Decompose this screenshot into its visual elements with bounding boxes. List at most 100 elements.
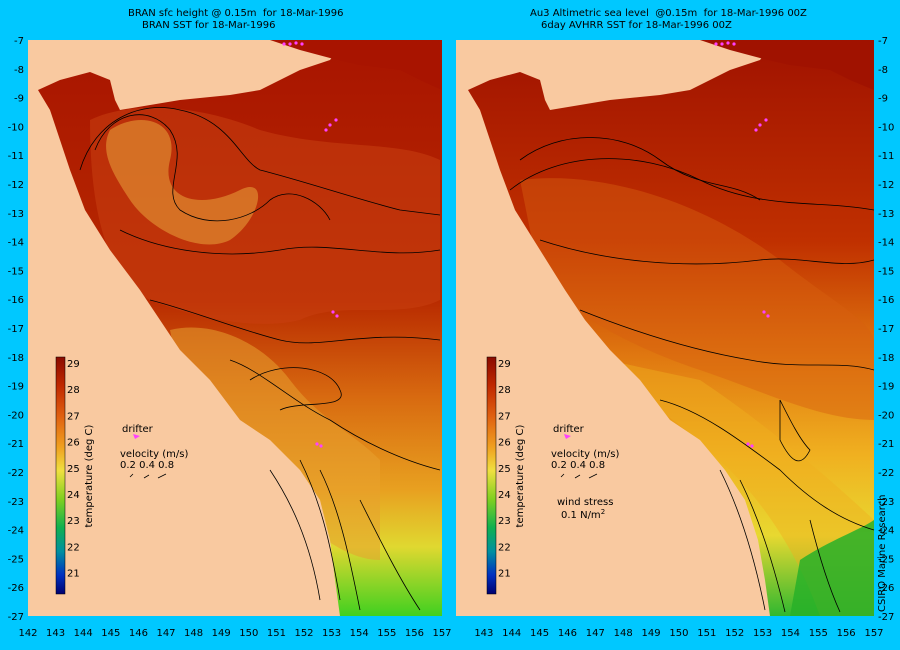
x-tick-label-right: 153 (753, 628, 772, 639)
colorbar-tick-label: 23 (498, 516, 511, 527)
y-tick-label-right: -20 (878, 410, 894, 421)
x-tick-label-right: 146 (558, 628, 577, 639)
x-tick-label: 142 (18, 628, 37, 639)
x-tick-label-right: 156 (837, 628, 856, 639)
y-tick-label: -14 (8, 238, 24, 249)
right-title-line2: 6day AVHRR SST for 18-Mar-1996 00Z (541, 20, 732, 31)
right-map-panel (456, 40, 875, 616)
y-tick-label: -21 (8, 439, 24, 450)
colorbar-tick-label: 25 (67, 464, 80, 475)
y-tick-label-right: -23 (878, 497, 894, 508)
colorbar-tick-label: 28 (67, 385, 80, 396)
y-tick-label: -24 (8, 526, 24, 537)
right-drifter-icon (564, 434, 571, 439)
x-tick-label-right: 143 (474, 628, 493, 639)
colorbar-tick-label: 21 (67, 569, 80, 580)
y-tick-label-right: -14 (878, 238, 894, 249)
colorbar-tick-label: 28 (498, 385, 511, 396)
right-colorbar: 29 28 27 26 25 24 23 22 21 temperature (deg C) (486, 356, 526, 595)
colorbar-tick-label: 26 (498, 438, 511, 449)
y-tick-label-right: -18 (878, 353, 894, 364)
right-title-line1: Au3 Altimetric sea level @0.15m for 18-M… (530, 8, 807, 19)
colorbar-tick-label: 27 (67, 411, 80, 422)
x-tick-label: 143 (46, 628, 65, 639)
x-tick-label-right: 155 (809, 628, 828, 639)
x-tick-label: 150 (239, 628, 258, 639)
y-tick-label-right: -12 (878, 180, 894, 191)
wind-stress-value: 0.1 N/m2 (561, 508, 605, 521)
x-tick-label-right: 150 (669, 628, 688, 639)
right-colorbar-scale (486, 356, 497, 595)
y-tick-label: -10 (8, 122, 24, 133)
x-tick-label-right: 157 (864, 628, 883, 639)
right-cool-tongue (560, 350, 874, 616)
wind-stress-label: wind stress (557, 497, 613, 508)
x-tick-label-right: 152 (725, 628, 744, 639)
left-map-panel (28, 40, 442, 616)
right-drifter-label: drifter (553, 424, 585, 435)
x-tick-label-right: 149 (642, 628, 661, 639)
colorbar-tick-label: 22 (67, 542, 80, 553)
left-colorbar-ticks: 29 28 27 26 25 24 23 22 21 (67, 359, 80, 580)
left-velocity-arrows (129, 473, 167, 479)
colorbar-tick-label: 24 (67, 490, 80, 501)
y-tick-label-right: -25 (878, 554, 894, 565)
y-tick-label: -27 (8, 612, 24, 623)
colorbar-tick-label: 27 (498, 411, 511, 422)
colorbar-tick-label: 24 (498, 490, 511, 501)
y-tick-label-right: -7 (878, 36, 888, 47)
colorbar-tick-label: 21 (498, 569, 511, 580)
right-colorbar-ticks: 29 28 27 26 25 24 23 22 21 (498, 359, 511, 580)
y-tick-label-right: -13 (878, 209, 894, 220)
left-drifter-icon (133, 434, 140, 439)
x-tick-label: 154 (350, 628, 369, 639)
colorbar-tick-label: 22 (498, 542, 511, 553)
right-contours (509, 137, 875, 613)
y-tick-label-right: -27 (878, 612, 894, 623)
right-velocity-label: velocity (m/s) (551, 449, 619, 460)
right-velocity-arrows (560, 473, 598, 479)
x-tick-label: 145 (101, 628, 120, 639)
y-tick-label-right: -9 (878, 94, 888, 105)
y-tick-label-right: -15 (878, 266, 894, 277)
x-tick-label: 155 (377, 628, 396, 639)
left-new-guinea-sea (270, 40, 442, 90)
credit-text: CSIRO Marine Research (877, 495, 888, 612)
left-velocity-label: velocity (m/s) (120, 449, 188, 460)
y-tick-label-right: -21 (878, 439, 894, 450)
right-new-guinea-sea (700, 40, 874, 90)
x-tick-label: 156 (405, 628, 424, 639)
x-tick-label: 144 (74, 628, 93, 639)
y-tick-label: -22 (8, 468, 24, 479)
y-tick-label: -13 (8, 209, 24, 220)
y-tick-label: -8 (14, 65, 24, 76)
colorbar-tick-label: 29 (67, 359, 80, 370)
y-tick-label-right: -10 (878, 122, 894, 133)
x-tick-label-right: 147 (586, 628, 605, 639)
y-tick-label: -15 (8, 266, 24, 277)
x-tick-label-right: 154 (781, 628, 800, 639)
y-tick-label: -18 (8, 353, 24, 364)
y-tick-label: -12 (8, 180, 24, 191)
left-title-line2: BRAN SST for 18-Mar-1996 (142, 20, 276, 31)
x-tick-label-right: 144 (502, 628, 521, 639)
x-tick-label: 149 (212, 628, 231, 639)
left-colorbar-label: temperature (deg C) (84, 424, 95, 527)
x-tick-label: 153 (322, 628, 341, 639)
left-legend: drifter velocity (m/s) 0.2 0.4 0.8 (120, 424, 188, 479)
right-velocity-values: 0.2 0.4 0.8 (551, 460, 605, 471)
left-eddy-core (106, 120, 259, 245)
right-colorbar-label: temperature (deg C) (515, 424, 526, 527)
y-tick-label: -20 (8, 410, 24, 421)
x-tick-label-right: 145 (530, 628, 549, 639)
y-tick-label-right: -19 (878, 382, 894, 393)
y-tick-label: -11 (8, 151, 24, 162)
x-tick-label: 152 (294, 628, 313, 639)
y-tick-label: -9 (14, 94, 24, 105)
y-tick-label: -23 (8, 497, 24, 508)
left-colorbar: 29 28 27 26 25 24 23 22 21 temperature (deg C) (55, 356, 95, 595)
right-cold-water (790, 520, 874, 616)
right-land-queensland (456, 40, 775, 616)
left-title-line1: BRAN sfc height @ 0.15m for 18-Mar-1996 (128, 8, 344, 19)
x-tick-label: 147 (156, 628, 175, 639)
